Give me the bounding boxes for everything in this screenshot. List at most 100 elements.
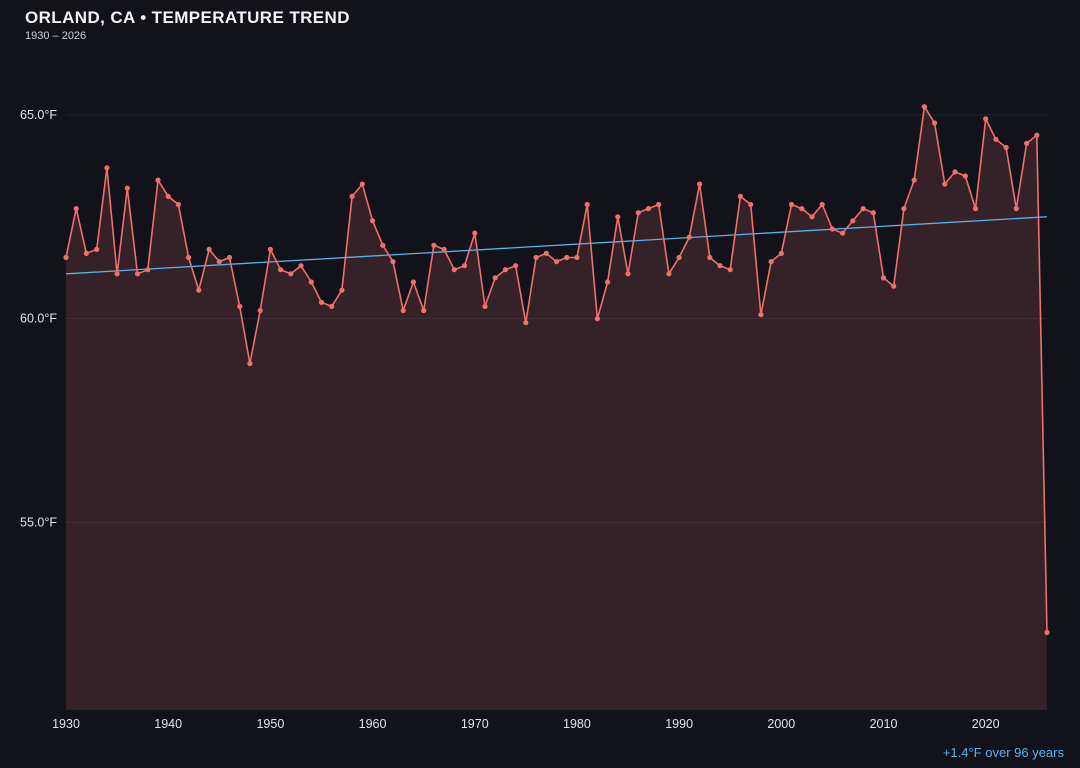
data-point bbox=[278, 267, 284, 273]
data-point bbox=[860, 206, 866, 212]
data-point bbox=[472, 230, 478, 236]
data-point bbox=[461, 263, 468, 269]
data-point bbox=[850, 218, 856, 224]
data-point bbox=[829, 226, 836, 232]
data-point bbox=[502, 267, 508, 273]
data-point bbox=[73, 206, 79, 212]
data-point bbox=[134, 271, 141, 277]
data-point bbox=[206, 246, 212, 252]
data-point bbox=[819, 201, 825, 208]
data-point bbox=[196, 287, 202, 293]
data-point bbox=[288, 271, 294, 277]
data-point bbox=[329, 303, 335, 309]
data-point bbox=[216, 259, 222, 265]
data-point bbox=[676, 254, 682, 261]
data-point bbox=[778, 250, 784, 256]
data-point bbox=[666, 271, 672, 277]
data-point bbox=[972, 206, 979, 212]
data-point bbox=[911, 177, 917, 183]
data-point bbox=[697, 181, 703, 187]
data-point bbox=[226, 254, 233, 261]
page-title: ORLAND, CA • TEMPERATURE TREND bbox=[25, 8, 350, 27]
data-point bbox=[451, 267, 457, 273]
data-point bbox=[421, 307, 427, 314]
x-axis-tick-label: 1990 bbox=[665, 717, 693, 731]
data-point bbox=[788, 201, 795, 208]
data-point bbox=[594, 316, 601, 322]
data-point bbox=[1003, 144, 1009, 151]
data-point bbox=[1034, 132, 1040, 138]
data-point bbox=[400, 307, 406, 314]
data-point bbox=[349, 193, 355, 199]
data-point bbox=[390, 259, 396, 265]
data-point bbox=[543, 250, 549, 256]
data-point bbox=[880, 275, 887, 281]
data-point bbox=[840, 230, 846, 236]
data-point bbox=[186, 254, 192, 261]
x-axis-tick-label: 1950 bbox=[256, 717, 284, 731]
data-point bbox=[942, 181, 948, 187]
data-point bbox=[1013, 206, 1019, 212]
data-point bbox=[758, 312, 764, 318]
data-point bbox=[962, 173, 968, 179]
data-point bbox=[891, 283, 897, 289]
data-point bbox=[686, 234, 692, 240]
data-point bbox=[605, 279, 611, 285]
data-point bbox=[901, 206, 907, 212]
y-axis-tick-label: 60.0°F bbox=[20, 312, 57, 326]
trend-summary-label: +1.4°F over 96 years bbox=[942, 745, 1064, 760]
data-point bbox=[298, 263, 304, 269]
data-point bbox=[318, 299, 325, 305]
data-point bbox=[564, 254, 570, 261]
data-point bbox=[482, 303, 488, 309]
chart-header: ORLAND, CA • TEMPERATURE TREND 1930 – 20… bbox=[25, 8, 350, 42]
data-point bbox=[492, 275, 498, 281]
data-point bbox=[727, 267, 733, 273]
data-point bbox=[441, 246, 447, 252]
data-point bbox=[104, 165, 110, 171]
data-point bbox=[410, 279, 416, 285]
data-point bbox=[523, 320, 529, 326]
data-point bbox=[339, 287, 345, 293]
data-point bbox=[921, 104, 928, 110]
data-point bbox=[993, 136, 999, 142]
data-point bbox=[809, 214, 815, 220]
data-point bbox=[267, 246, 273, 252]
x-axis-tick-label: 1970 bbox=[461, 717, 489, 731]
x-axis-tick-label: 1980 bbox=[563, 717, 591, 731]
trend-line bbox=[65, 216, 1048, 275]
data-point bbox=[983, 116, 989, 122]
y-axis-tick-label: 65.0°F bbox=[20, 108, 57, 122]
x-axis-tick-label: 2000 bbox=[767, 717, 795, 731]
data-point bbox=[94, 246, 100, 252]
data-point bbox=[359, 181, 365, 187]
data-point bbox=[870, 210, 876, 216]
x-axis-tick-label: 1960 bbox=[359, 717, 387, 731]
data-point bbox=[707, 254, 713, 261]
data-point bbox=[370, 218, 376, 224]
data-point bbox=[799, 206, 805, 212]
data-point bbox=[1044, 629, 1050, 636]
data-point bbox=[768, 259, 774, 265]
data-point bbox=[656, 201, 662, 208]
temperature-area-fill bbox=[66, 106, 1047, 710]
data-point bbox=[932, 120, 938, 126]
page-subtitle: 1930 – 2026 bbox=[25, 30, 87, 42]
data-point bbox=[63, 254, 69, 261]
data-point bbox=[513, 263, 519, 269]
x-axis-tick-label: 1940 bbox=[154, 717, 182, 731]
data-point bbox=[553, 259, 560, 265]
data-point bbox=[737, 193, 744, 199]
data-point bbox=[247, 360, 253, 367]
x-axis-tick-label: 1930 bbox=[52, 717, 80, 731]
data-point bbox=[175, 201, 181, 208]
data-point bbox=[645, 206, 652, 212]
data-point bbox=[257, 307, 263, 314]
data-point bbox=[145, 267, 151, 273]
data-point bbox=[584, 201, 590, 208]
x-axis-tick-label: 2010 bbox=[870, 717, 898, 731]
data-point bbox=[124, 185, 130, 191]
data-point bbox=[83, 250, 89, 256]
data-point bbox=[165, 193, 171, 199]
